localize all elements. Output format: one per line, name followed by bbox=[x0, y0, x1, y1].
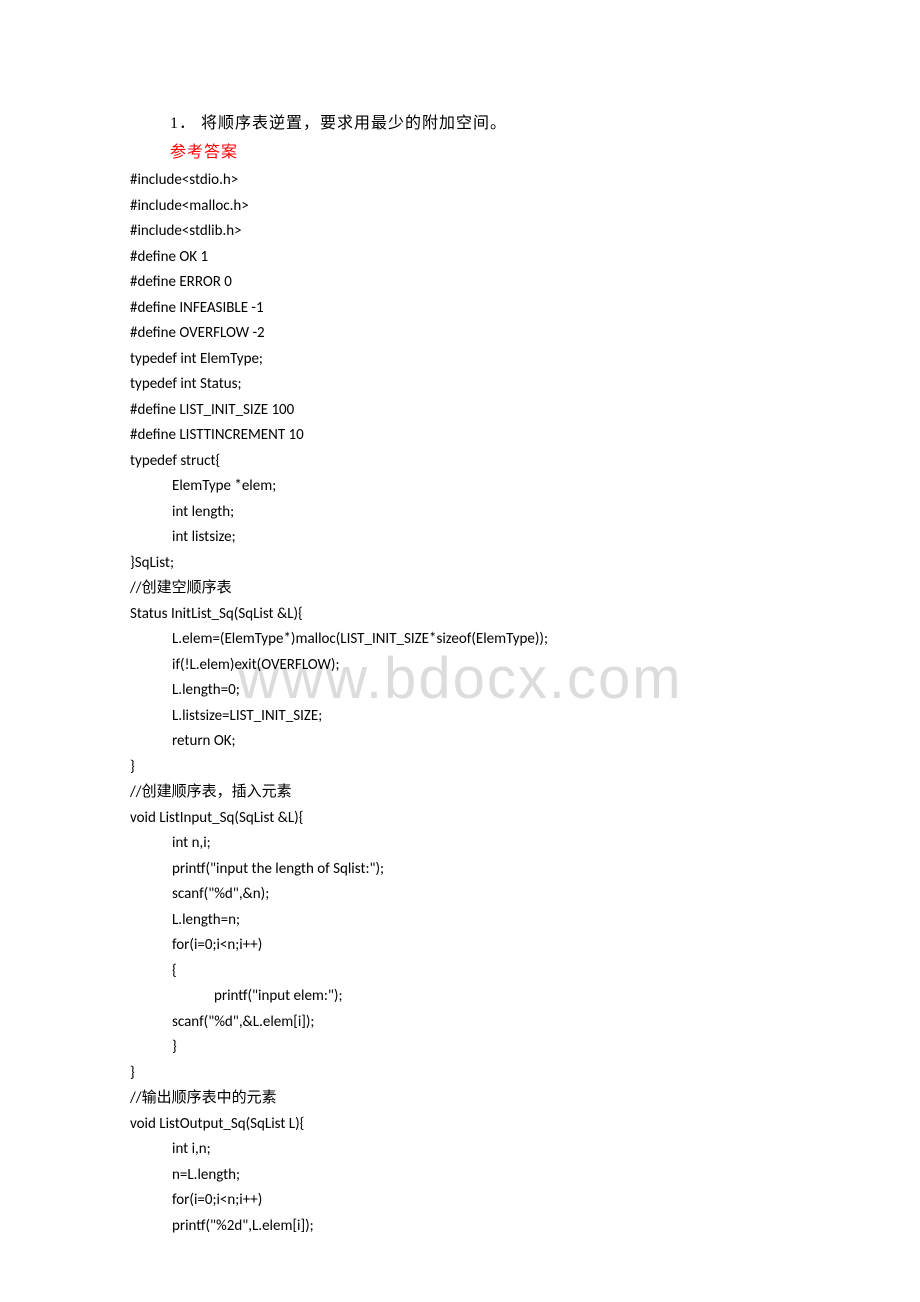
code-line: printf("%2d",L.elem[i]); bbox=[130, 1214, 790, 1240]
code-line: #define LISTTINCREMENT 10 bbox=[130, 423, 790, 449]
code-line: int n,i; bbox=[130, 831, 790, 857]
code-line: #include<stdio.h> bbox=[130, 168, 790, 194]
code-line: { bbox=[130, 959, 790, 985]
code-line: #define ERROR 0 bbox=[130, 270, 790, 296]
code-line: typedef int Status; bbox=[130, 372, 790, 398]
document-content: 1． 将顺序表逆置，要求用最少的附加空间。 参考答案 #include<stdi… bbox=[130, 110, 790, 1239]
code-line: typedef int ElemType; bbox=[130, 347, 790, 373]
code-line: scanf("%d",&n); bbox=[130, 882, 790, 908]
code-line: L.elem=(ElemType*)malloc(LIST_INIT_SIZE*… bbox=[130, 627, 790, 653]
code-line: printf("input the length of Sqlist:"); bbox=[130, 857, 790, 883]
code-line: } bbox=[130, 1035, 790, 1061]
code-line: for(i=0;i<n;i++) bbox=[130, 933, 790, 959]
code-line: void ListInput_Sq(SqList &L){ bbox=[130, 806, 790, 832]
code-line: if(!L.elem)exit(OVERFLOW); bbox=[130, 653, 790, 679]
code-line: int listsize; bbox=[130, 525, 790, 551]
code-line: scanf("%d",&L.elem[i]); bbox=[130, 1010, 790, 1036]
code-line: #define OK 1 bbox=[130, 245, 790, 271]
code-line: L.listsize=LIST_INIT_SIZE; bbox=[130, 704, 790, 730]
code-line: int length; bbox=[130, 500, 790, 526]
code-line: } bbox=[130, 1061, 790, 1087]
code-line: int i,n; bbox=[130, 1137, 790, 1163]
code-line: //创建顺序表，插入元素 bbox=[130, 780, 790, 806]
code-line: #define LIST_INIT_SIZE 100 bbox=[130, 398, 790, 424]
code-line: } bbox=[130, 755, 790, 781]
code-line: #define OVERFLOW -2 bbox=[130, 321, 790, 347]
code-line: void ListOutput_Sq(SqList L){ bbox=[130, 1112, 790, 1138]
code-line: return OK; bbox=[130, 729, 790, 755]
code-line: //输出顺序表中的元素 bbox=[130, 1086, 790, 1112]
code-block: #include<stdio.h>#include<malloc.h>#incl… bbox=[130, 168, 790, 1239]
code-line: #include<stdlib.h> bbox=[130, 219, 790, 245]
code-line: typedef struct{ bbox=[130, 449, 790, 475]
code-line: n=L.length; bbox=[130, 1163, 790, 1189]
code-line: L.length=0; bbox=[130, 678, 790, 704]
code-line: printf("input elem:"); bbox=[130, 984, 790, 1010]
code-line: Status InitList_Sq(SqList &L){ bbox=[130, 602, 790, 628]
question-title: 1． 将顺序表逆置，要求用最少的附加空间。 bbox=[130, 110, 790, 137]
code-line: #define INFEASIBLE -1 bbox=[130, 296, 790, 322]
code-line: #include<malloc.h> bbox=[130, 194, 790, 220]
code-line: //创建空顺序表 bbox=[130, 576, 790, 602]
code-line: L.length=n; bbox=[130, 908, 790, 934]
code-line: for(i=0;i<n;i++) bbox=[130, 1188, 790, 1214]
answer-label: 参考答案 bbox=[130, 139, 790, 166]
code-line: }SqList; bbox=[130, 551, 790, 577]
code-line: ElemType *elem; bbox=[130, 474, 790, 500]
